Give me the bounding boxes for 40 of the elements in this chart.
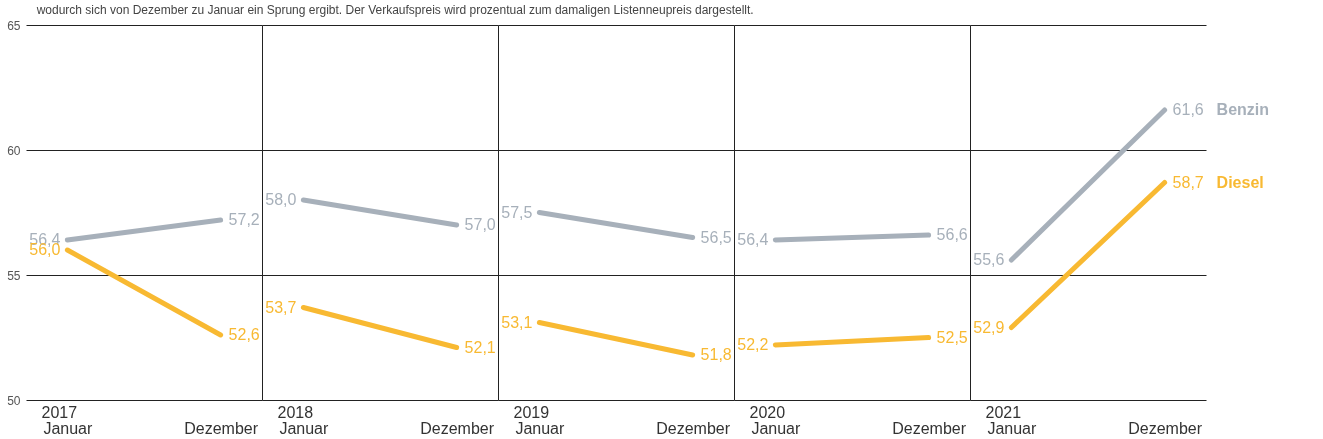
- data-label: 53,7: [265, 298, 297, 316]
- data-label: 57,2: [228, 211, 260, 228]
- data-label: 56,6: [936, 226, 968, 243]
- text: Benzin: [1216, 101, 1270, 118]
- data-label: 56,5: [700, 228, 732, 246]
- data-label: 56,4: [737, 231, 769, 248]
- data-label: 53,1: [501, 313, 533, 331]
- data-label: 55,6: [973, 251, 1005, 268]
- x-tick-label: Januar: [987, 419, 1038, 437]
- x-tick-label: Dezember: [184, 419, 259, 437]
- data-label: 52,5: [936, 328, 968, 346]
- y-tick-label: 50: [7, 393, 21, 408]
- data-label: 58,7: [1172, 173, 1204, 191]
- x-tick-label: Dezember: [420, 419, 495, 437]
- y-tick-label: 55: [7, 268, 21, 283]
- y-tick-label: 65: [7, 18, 21, 33]
- data-label: 58,0: [265, 191, 297, 208]
- x-axis-title: 2021: [985, 403, 1022, 421]
- x-tick-label: Dezember: [1128, 419, 1203, 437]
- data-label: 52,1: [464, 338, 496, 356]
- x-tick-label: Januar: [279, 419, 330, 437]
- y-tick-label: 60: [7, 143, 21, 158]
- x-axis-title: 2019: [513, 403, 550, 421]
- data-label: 57,5: [501, 203, 533, 221]
- data-label: 61,6: [1172, 101, 1204, 118]
- data-label: 52,6: [228, 326, 260, 343]
- x-tick-label: Januar: [515, 419, 566, 437]
- data-label: 52,9: [973, 318, 1005, 336]
- x-axis-title: 2017: [41, 403, 78, 421]
- data-label: 52,2: [737, 336, 769, 353]
- x-axis-title: 2018: [277, 403, 314, 421]
- text: wodurch sich von Dezember zu Januar ein Sprung ergibt. Der Verkaufspreis wird prozentual zum damaligen Listenneupreis dargestellt.: [35, 3, 754, 17]
- x-axis-title: 2020: [749, 403, 786, 421]
- data-label: 57,0: [464, 216, 496, 233]
- x-tick-label: Dezember: [656, 419, 731, 437]
- text: Diesel: [1216, 173, 1264, 191]
- x-tick-label: Dezember: [892, 419, 967, 437]
- x-tick-label: Januar: [43, 419, 94, 437]
- x-tick-label: Januar: [751, 419, 802, 437]
- data-label: 51,8: [700, 346, 732, 363]
